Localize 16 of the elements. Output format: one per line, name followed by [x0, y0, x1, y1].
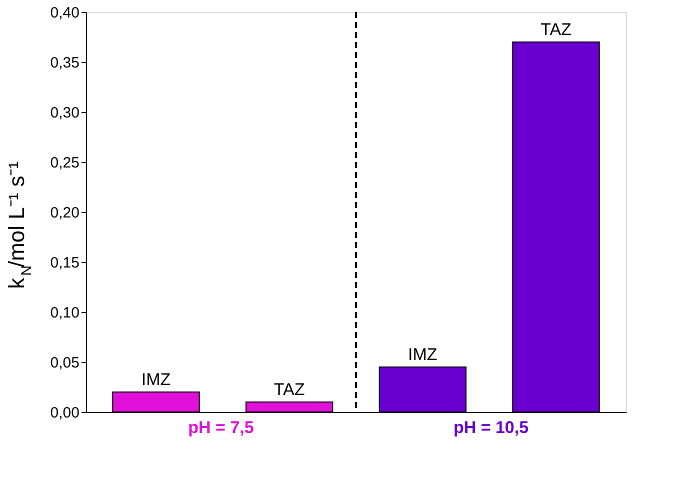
x-tick-label: TAZ — [274, 380, 305, 399]
x-tick-label: IMZ — [141, 370, 171, 389]
y-tick-label: 0,35 — [50, 54, 80, 72]
y-tick-label: 0,30 — [50, 104, 80, 122]
text: pH = 10,5 — [453, 418, 529, 437]
y-tick-label: 0,00 — [50, 404, 80, 422]
y-tick-label: 0,25 — [50, 154, 80, 172]
y-tick-label: 0,20 — [50, 204, 80, 222]
x-tick-label: TAZ — [540, 20, 572, 39]
y-tick-label: 0,10 — [50, 304, 80, 322]
text: pH = 7,5 — [188, 418, 254, 437]
y-tick-label: 0,40 — [50, 4, 80, 22]
y-tick-label: 0,05 — [50, 354, 80, 372]
y-axis-title: kN/mol L⁻¹ s⁻¹ — [4, 161, 35, 289]
x-tick-label: IMZ — [408, 345, 438, 364]
y-tick-label: 0,15 — [50, 254, 80, 272]
